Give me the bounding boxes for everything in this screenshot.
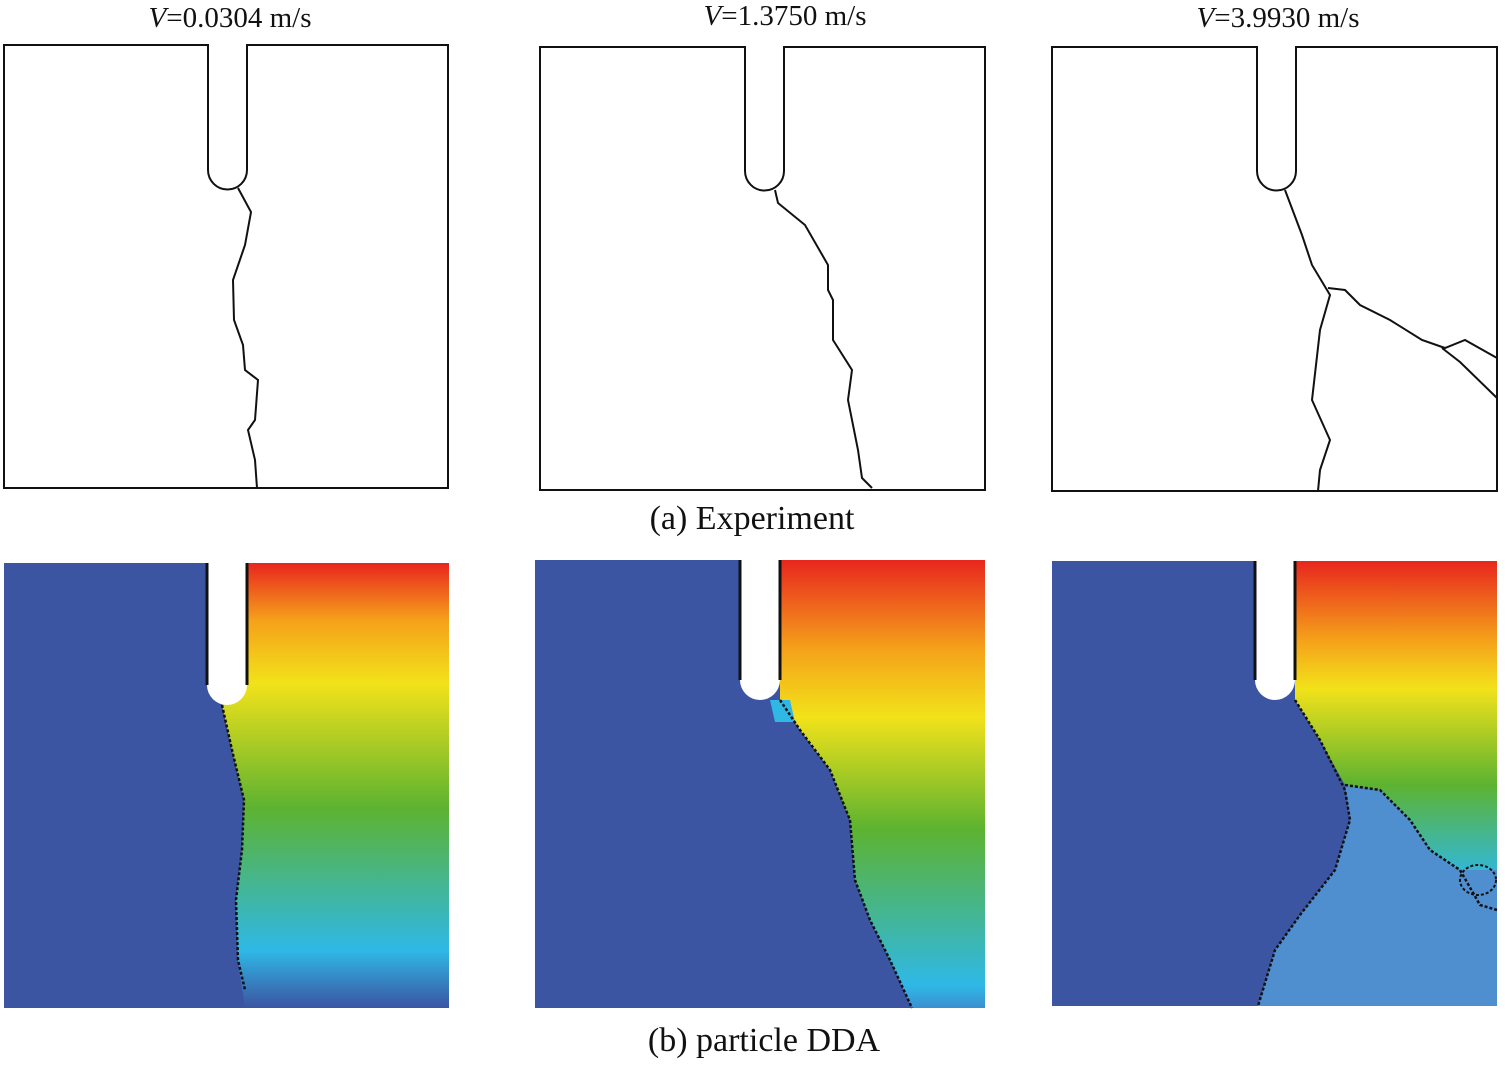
dda-panel-1 xyxy=(4,563,449,1008)
caption-experiment: (a) Experiment xyxy=(649,500,855,537)
crack xyxy=(220,704,247,991)
velocity-value: =0.0304 m/s xyxy=(166,2,312,34)
velocity-value: =1.3750 m/s xyxy=(721,0,867,32)
velocity-symbol: V xyxy=(1196,2,1215,34)
experiment-panel-1 xyxy=(3,44,449,489)
crack xyxy=(778,699,914,1009)
velocity-symbol: V xyxy=(148,2,167,34)
crack xyxy=(231,187,260,489)
crack-branch xyxy=(1344,783,1498,912)
velocity-label-1: V=0.0304 m/s xyxy=(149,2,312,35)
experiment-panel-2 xyxy=(539,46,986,491)
crack xyxy=(1284,189,1332,492)
caption-simulation: (b) particle DDA xyxy=(647,1022,881,1059)
crack-branch xyxy=(1441,347,1498,399)
velocity-symbol: V xyxy=(703,0,722,32)
crack-loop xyxy=(1459,864,1497,896)
crack-branch xyxy=(1327,287,1498,359)
dda-panel-2 xyxy=(535,560,985,1009)
crack xyxy=(774,189,873,489)
velocity-label-3: V=3.9930 m/s xyxy=(1197,2,1360,35)
experiment-panel-3 xyxy=(1051,46,1498,492)
dda-panel-3 xyxy=(1052,561,1498,1007)
crack xyxy=(1256,699,1352,1007)
velocity-value: =3.9930 m/s xyxy=(1214,2,1360,34)
velocity-label-2: V=1.3750 m/s xyxy=(704,0,867,33)
